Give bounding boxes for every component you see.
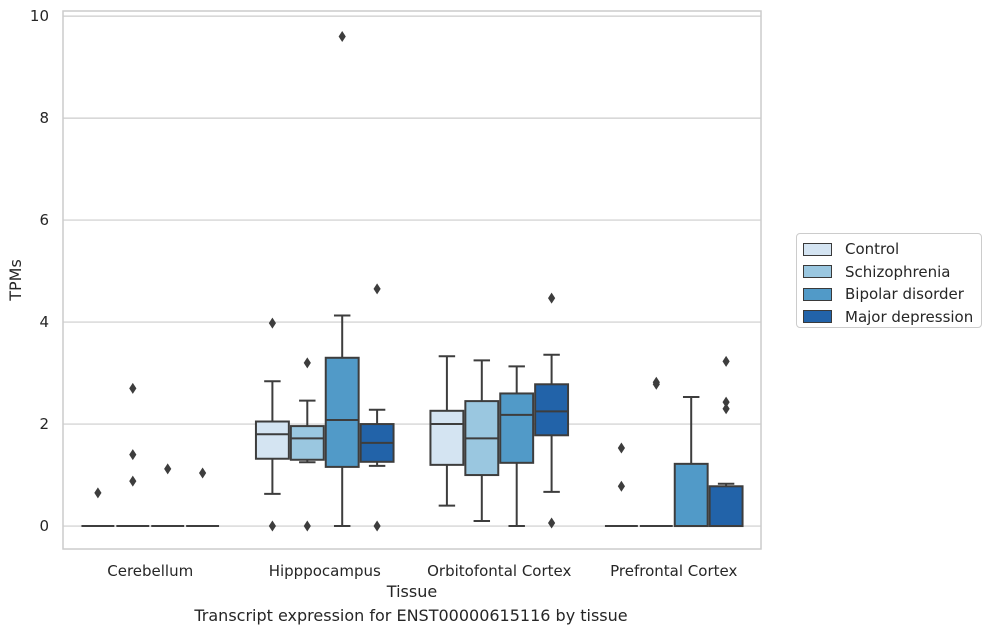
x-tick-label: Orbitofontal Cortex xyxy=(427,562,571,580)
legend-swatch xyxy=(803,287,832,301)
x-tick-label: Cerebellum xyxy=(107,562,193,580)
outlier-point xyxy=(617,442,625,454)
box xyxy=(499,392,535,464)
legend-swatch xyxy=(803,265,832,279)
y-tick-label: 0 xyxy=(39,517,49,535)
outlier-point xyxy=(373,520,381,532)
outlier-point xyxy=(129,475,137,487)
box xyxy=(324,356,360,468)
box-group xyxy=(464,359,500,522)
y-tick-label: 8 xyxy=(39,109,49,127)
outlier-point xyxy=(722,396,730,408)
outlier-point xyxy=(268,317,276,329)
outlier-point xyxy=(617,480,625,492)
outlier-point xyxy=(94,487,102,499)
outlier-point xyxy=(164,463,172,475)
legend-label: Bipolar disorder xyxy=(845,285,964,304)
outlier-point xyxy=(199,467,207,479)
outlier-point xyxy=(338,30,346,42)
outlier-point xyxy=(722,355,730,367)
outlier-point xyxy=(303,520,311,532)
tick-labels: 0 2 4 6 8 10 Cerebellum Hipppocampus Orbitofonta… xyxy=(30,7,738,580)
box-group xyxy=(289,357,325,532)
outlier-point xyxy=(548,517,556,529)
x-axis-label: Tissue xyxy=(386,582,437,601)
box xyxy=(254,420,290,460)
y-tick-label: 6 xyxy=(39,211,49,229)
legend-item-control: Control xyxy=(803,238,981,261)
y-tick-label: 10 xyxy=(30,7,49,25)
box-group xyxy=(116,382,150,528)
box-group xyxy=(708,355,744,528)
box xyxy=(708,485,744,528)
y-axis-label: TPMs xyxy=(6,259,25,302)
y-tick-label: 2 xyxy=(39,415,49,433)
box xyxy=(289,425,325,461)
outlier-point xyxy=(129,382,137,394)
box-group xyxy=(499,365,535,528)
legend-label: Control xyxy=(845,240,900,259)
legend-label: Schizophrenia xyxy=(845,262,951,281)
legend-item-bipolar-disorder: Bipolar disorder xyxy=(803,283,981,306)
box xyxy=(429,409,465,466)
legend-item-major-depression: Major depression xyxy=(803,306,981,329)
legend-label: Major depression xyxy=(845,307,974,326)
box-group xyxy=(673,396,709,528)
box xyxy=(534,383,570,437)
box-group xyxy=(604,442,638,528)
box-group xyxy=(359,283,395,532)
outlier-point xyxy=(129,449,137,461)
outlier-point xyxy=(373,283,381,295)
box-group xyxy=(81,487,115,528)
legend-item-schizophrenia: Schizophrenia xyxy=(803,261,981,284)
box-group xyxy=(639,376,673,528)
box-group xyxy=(254,317,290,532)
legend-swatch xyxy=(803,310,832,324)
box xyxy=(673,462,709,528)
x-tick-label: Prefrontal Cortex xyxy=(610,562,737,580)
chart-caption: Transcript expression for ENST0000061511… xyxy=(194,606,628,625)
gridlines xyxy=(63,15,761,527)
outlier-point xyxy=(303,357,311,369)
y-tick-label: 4 xyxy=(39,313,49,331)
box-group xyxy=(151,463,185,528)
outlier-point xyxy=(268,520,276,532)
box-group xyxy=(186,467,220,528)
plot-frame xyxy=(62,10,762,550)
x-tick-label: Hipppocampus xyxy=(269,562,381,580)
outlier-point xyxy=(652,378,660,390)
box-group xyxy=(324,30,360,528)
outlier-point xyxy=(722,403,730,415)
box-group xyxy=(429,355,465,507)
legend-swatch xyxy=(803,242,832,256)
legend: Control Schizophrenia Bipolar disorder M… xyxy=(796,233,982,328)
boxes xyxy=(81,30,744,532)
outlier-point xyxy=(548,292,556,304)
box-group xyxy=(534,292,570,529)
